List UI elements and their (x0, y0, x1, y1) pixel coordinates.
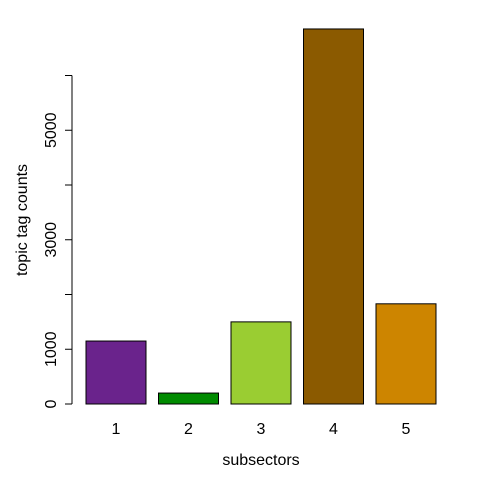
y-axis-title: topic tag counts (14, 164, 31, 276)
x-tick-label-5: 5 (402, 421, 411, 438)
y-tick-label-1000: 1000 (43, 331, 60, 367)
x-tick-label-4: 4 (329, 421, 338, 438)
y-axis: 0 1000 3000 5000 (43, 75, 73, 408)
y-tick-label-3000: 3000 (43, 222, 60, 258)
x-tick-labels: 1 2 3 4 5 (112, 421, 411, 438)
x-tick-label-2: 2 (184, 421, 193, 438)
x-axis-title: subsectors (222, 452, 299, 469)
y-tick-label-5000: 5000 (43, 112, 60, 148)
bar-1 (85, 340, 147, 405)
bar-2 (158, 392, 219, 405)
bars-group (85, 28, 437, 405)
y-tick-label-0: 0 (43, 399, 60, 408)
bar-5 (375, 303, 437, 405)
bar-4 (303, 28, 364, 405)
x-tick-label-1: 1 (112, 421, 121, 438)
x-tick-label-3: 3 (257, 421, 266, 438)
bar-3 (230, 321, 292, 405)
